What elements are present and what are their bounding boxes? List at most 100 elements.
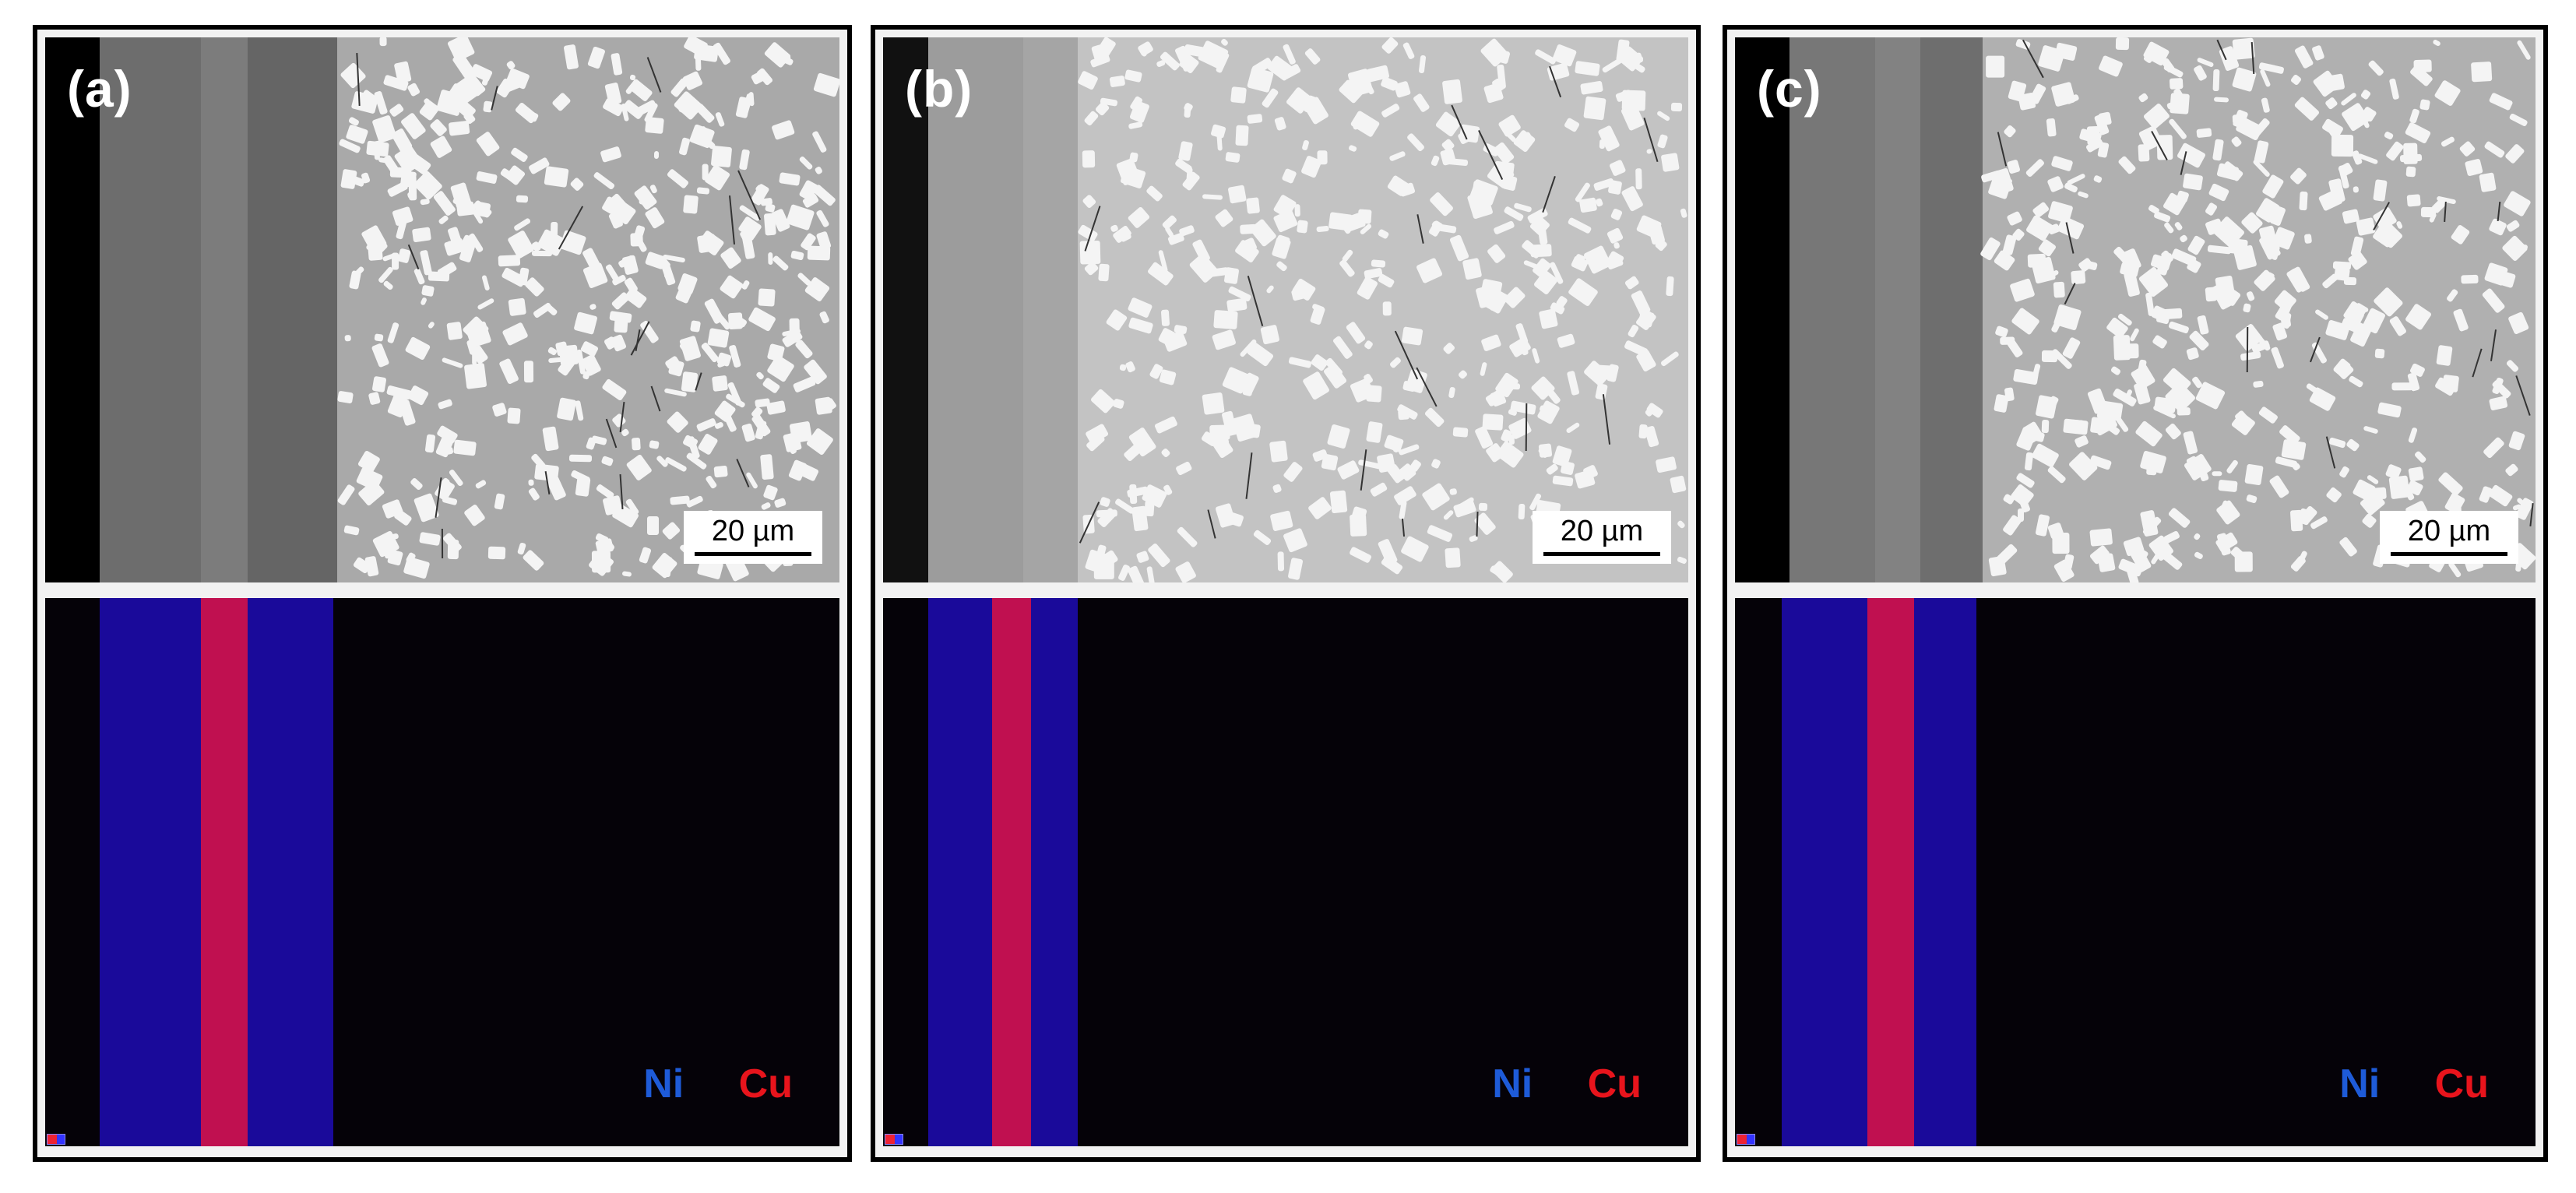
microstructure-grain [2324,96,2338,110]
microstructure-grain [1175,526,1198,549]
microstructure-crack [2515,375,2531,417]
microstructure-grain [1346,320,1367,345]
microstructure-grain [1105,308,1128,332]
microstructure-grain [2046,465,2067,485]
microstructure-grain [813,72,839,98]
microstructure-grain [1487,243,1508,265]
scale-bar-line [2391,552,2507,556]
microstructure-crack [1643,117,1659,162]
microstructure-crack [646,57,662,93]
microstructure-grain [379,37,387,47]
microstructure-grain [2345,438,2360,452]
microstructure-grain [1568,276,1599,307]
microstructure-grain [1448,234,1469,262]
microstructure-grain [516,542,526,555]
microstructure-grain [1082,150,1096,167]
microstructure-grain [727,312,743,330]
microstructure-grain [1348,144,1358,153]
microstructure-grain [1227,185,1248,205]
microstructure-grain [1575,61,1601,77]
microstructure-grain [2245,494,2258,504]
microstructure-grain [1448,386,1455,399]
microstructure-grain [510,147,530,164]
microstructure-grain [1332,335,1353,360]
microstructure-grain [453,439,477,456]
microstructure-grain [603,494,624,516]
microstructure-grain [1124,360,1137,373]
microstructure-grain [1380,103,1401,119]
microstructure-grain [2134,420,2164,448]
microstructure-grain [498,255,521,267]
scale-bar: 20 µm [684,511,822,564]
microstructure-grain [760,453,775,480]
microstructure-grain [442,495,458,506]
microstructure-crack [2497,201,2501,221]
microstructure-grain [2433,79,2462,107]
microstructure-grain [2408,466,2424,482]
microstructure-grain [2030,442,2060,469]
microstructure-grain [2196,128,2212,139]
sem-image-a: (a) 20 µm [45,37,839,582]
microstructure-grain [772,255,790,272]
microstructure-grain [2271,347,2286,370]
microstructure-grain [2325,486,2343,504]
microstructure-grain [1382,301,1392,317]
microstructure-grain [2507,311,2530,336]
legend-ni: Ni [2339,1061,2381,1107]
microstructure-grain [1283,527,1308,553]
microstructure-grain [2096,399,2106,410]
microstructure-crack [2246,326,2249,373]
microstructure-grain [480,274,490,291]
microstructure-grain [2053,282,2066,299]
microstructure-grain [491,402,508,417]
microstructure-grain [2025,214,2054,243]
microstructure-grain [601,378,628,402]
microstructure-grain [2176,142,2206,169]
microstructure-grain [1109,75,1126,88]
microstructure-grain [2170,77,2184,90]
microstructure-grain [591,550,611,572]
microstructure-grain [2328,437,2346,449]
microstructure-grain [2369,487,2388,500]
microstructure-grain [674,280,695,304]
scale-bar-line [695,552,811,556]
microstructure-grain [563,44,579,71]
microstructure-grain [1294,203,1301,217]
microstructure-crack [1542,176,1556,213]
microstructure-grain [1269,510,1293,532]
microstructure-grain [2097,55,2124,78]
microstructure-grain [1083,110,1100,127]
panel-label: (c) [1757,60,1822,118]
microstructure-grain [2113,335,2131,361]
microstructure-grain [528,487,541,501]
legend-cu: Cu [2434,1061,2489,1107]
scale-bar-text: 20 µm [1560,515,1644,547]
microstructure-grain [508,297,526,317]
microstructure-grain [2488,395,2508,411]
microstructure-grain [2383,131,2395,141]
microstructure-grain [398,399,417,427]
microstructure-grain [1301,139,1310,151]
microstructure-grain [1583,96,1606,121]
scale-bar: 20 µm [1533,511,1671,564]
microstructure-grain [1508,336,1533,358]
microstructure-grain [1531,347,1540,365]
microstructure-grain [1276,260,1289,273]
microstructure-grain [1624,275,1640,290]
microstructure-grain [2436,345,2453,367]
microstructure-grain [1146,542,1171,568]
microstructure-grain [2483,140,2506,159]
microstructure-grain [523,361,533,383]
legend-cu: Cu [738,1061,793,1107]
microstructure-grain [793,375,817,393]
microstructure-grain [1479,503,1488,512]
microstructure-grain [2173,221,2184,232]
microstructure-grain [1418,55,1427,74]
microstructure-grain [741,423,756,443]
microstructure-grain [371,114,397,145]
legend-ni: Ni [643,1061,684,1107]
microstructure-grain [1609,159,1627,177]
eds-map-b: Ni Cu [883,598,1688,1146]
microstructure-grain [589,302,597,311]
microstructure-grain [1430,154,1441,167]
